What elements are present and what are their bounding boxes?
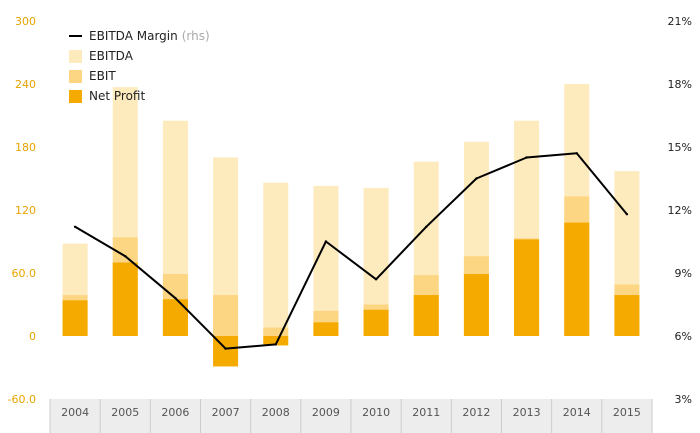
margin-line-layer (73, 152, 629, 350)
ebitda-margin-line (74, 152, 628, 350)
right-y-tick-label: 9% (675, 267, 692, 280)
x-tick-label: 2015 (613, 406, 641, 419)
bar-ebitda-2008 (263, 182, 289, 336)
ebitda-margin-point-2004 (73, 225, 77, 228)
ebitda-margin-point-2007 (224, 347, 227, 350)
legend-swatch-box (69, 90, 82, 103)
legend-label-text: Net Profit (89, 89, 145, 103)
bar-net-profit-2013 (514, 239, 540, 336)
bar-net-profit-2008 (263, 336, 289, 346)
x-tick-label: 2004 (61, 406, 89, 419)
ebitda-margin-point-2008 (274, 343, 277, 346)
bar-ebit-2007 (213, 295, 239, 336)
bar-net-profit-2015 (614, 295, 640, 336)
x-tick-label: 2013 (513, 406, 541, 419)
legend-label: Net Profit (89, 89, 145, 103)
ebitda-margin-point-2012 (475, 177, 478, 180)
legend-label: EBITDA Margin (rhs) (89, 29, 210, 43)
legend-label-suffix: (rhs) (182, 29, 210, 43)
legend-label-text: EBITDA (89, 49, 134, 63)
legend-label: EBIT (89, 69, 116, 83)
legend-label: EBITDA (89, 49, 134, 63)
left-y-tick-label: 240 (15, 78, 36, 91)
right-y-tick-label: 18% (668, 78, 692, 91)
left-y-tick-label: -60.0 (8, 393, 36, 406)
bar-net-profit-2010 (363, 309, 389, 336)
right-y-tick-label: 3% (675, 393, 692, 406)
legend-label-text: EBIT (89, 69, 116, 83)
bar-net-profit-2012 (463, 274, 489, 336)
legend-swatch-box (69, 70, 82, 83)
x-tick-label: 2006 (161, 406, 189, 419)
left-y-tick-label: 0 (29, 330, 36, 343)
right-y-tick-label: 15% (668, 141, 692, 154)
ebitda-margin-point-2010 (374, 278, 378, 281)
bars-layer (62, 84, 640, 367)
ebitda-margin-point-2009 (324, 240, 328, 243)
right-y-tick-label: 21% (668, 15, 692, 28)
legend-swatch-box (69, 50, 82, 63)
axis-layer: 2004 2005 2006 2007 2008 2009 2010 2011 2012 2013… (8, 15, 692, 433)
ebitda-margin-point-2006 (174, 297, 177, 300)
legend: EBITDA Margin (rhs) EBITDA EBIT Net Profit (69, 29, 210, 103)
x-tick-label: 2008 (262, 406, 290, 419)
ebitda-margin-point-2011 (425, 225, 428, 228)
bar-net-profit-2004 (62, 300, 88, 336)
bar-net-profit-2005 (112, 262, 138, 336)
bar-net-profit-2006 (162, 299, 188, 336)
x-tick-label: 2009 (312, 406, 340, 419)
left-y-tick-label: 60.0 (12, 267, 37, 280)
right-y-tick-label: 6% (675, 330, 692, 343)
left-y-tick-label: 180 (15, 141, 36, 154)
bar-net-profit-2014 (564, 222, 590, 336)
bar-ebit-2008 (263, 327, 289, 336)
bar-net-profit-2011 (413, 295, 439, 336)
ebitda-margin-point-2015 (625, 213, 629, 216)
x-tick-label: 2011 (412, 406, 440, 419)
bar-net-profit-2009 (313, 322, 339, 336)
ebitda-margin-point-2013 (525, 156, 528, 159)
ebitda-margin-point-2005 (124, 255, 127, 258)
ebitda-margin-point-2014 (575, 152, 578, 155)
x-tick-label: 2010 (362, 406, 390, 419)
x-tick-label: 2014 (563, 406, 591, 419)
x-tick-label: 2012 (462, 406, 490, 419)
left-y-tick-label: 300 (15, 15, 36, 28)
right-y-tick-label: 12% (668, 204, 692, 217)
x-tick-label: 2007 (212, 406, 240, 419)
left-y-tick-label: 120 (15, 204, 36, 217)
x-tick-label: 2005 (111, 406, 139, 419)
legend-label-text: EBITDA Margin (89, 29, 178, 43)
